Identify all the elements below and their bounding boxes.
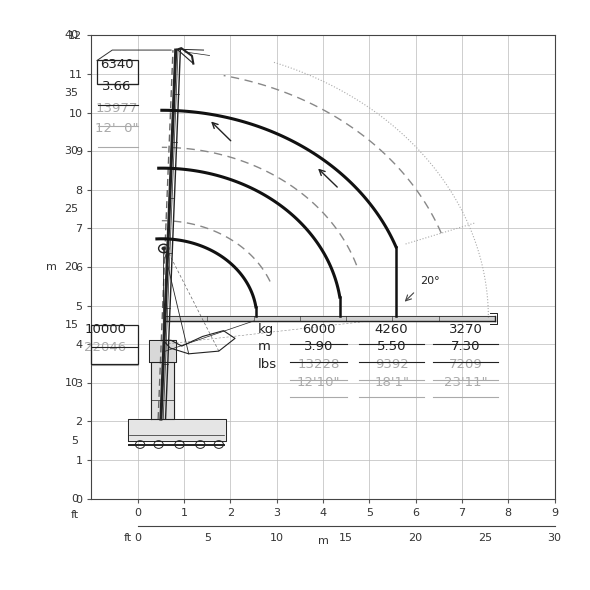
Text: 35: 35 — [64, 88, 78, 99]
Text: kg: kg — [257, 323, 274, 336]
Text: ft: ft — [124, 533, 132, 543]
Text: 3270: 3270 — [449, 323, 483, 336]
Text: 4260: 4260 — [375, 323, 408, 336]
Text: 5.50: 5.50 — [377, 340, 407, 353]
Text: 3.90: 3.90 — [304, 340, 333, 353]
Text: 6340: 6340 — [100, 58, 134, 71]
Text: 30: 30 — [64, 146, 78, 156]
Text: 15: 15 — [339, 533, 353, 543]
Text: 20: 20 — [409, 533, 422, 543]
Text: 0: 0 — [135, 533, 141, 543]
Text: 15: 15 — [64, 320, 78, 330]
Text: 13228: 13228 — [297, 358, 340, 371]
Text: m: m — [317, 536, 329, 546]
Text: 10: 10 — [270, 533, 284, 543]
Text: 25: 25 — [64, 204, 78, 214]
Circle shape — [162, 247, 166, 250]
Text: 5: 5 — [71, 435, 78, 445]
Text: 23'11": 23'11" — [444, 376, 487, 389]
Text: 7.30: 7.30 — [451, 340, 480, 353]
Text: 0: 0 — [71, 494, 78, 503]
Text: 6000: 6000 — [301, 323, 335, 336]
Text: 9392: 9392 — [375, 358, 408, 371]
Text: 40: 40 — [64, 31, 78, 40]
Bar — [91, 325, 138, 364]
Text: 22046: 22046 — [84, 341, 126, 354]
Text: 13977: 13977 — [96, 101, 138, 114]
Text: lbs: lbs — [257, 358, 276, 371]
Text: 5: 5 — [204, 533, 211, 543]
Text: 10: 10 — [64, 378, 78, 388]
Text: 20: 20 — [64, 262, 78, 272]
Text: 12'10": 12'10" — [297, 376, 340, 389]
Text: m: m — [46, 262, 57, 272]
Text: 10000: 10000 — [84, 323, 126, 336]
Text: 25: 25 — [478, 533, 492, 543]
Text: 3.66: 3.66 — [102, 80, 132, 93]
Bar — [97, 61, 138, 84]
Text: ft: ft — [70, 510, 78, 520]
Text: 7209: 7209 — [449, 358, 483, 371]
Text: 30: 30 — [548, 533, 562, 543]
Text: 20°: 20° — [420, 276, 440, 286]
Text: 12'  0": 12' 0" — [95, 122, 139, 135]
Text: m: m — [257, 340, 270, 353]
Text: 18'1": 18'1" — [374, 376, 409, 389]
